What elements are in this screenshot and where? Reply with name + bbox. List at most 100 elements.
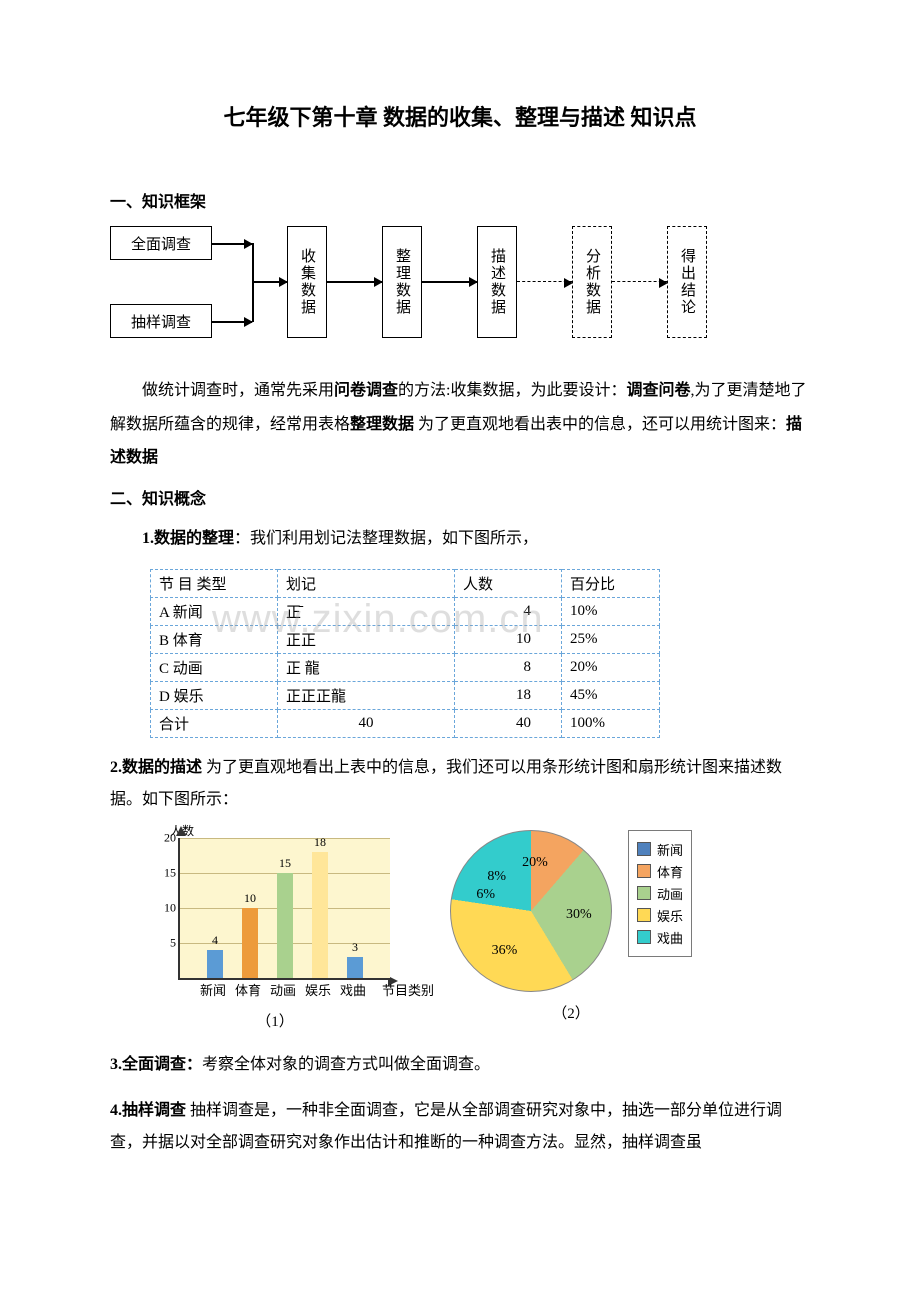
table-row: 合计4040100%: [151, 709, 660, 737]
legend-item: 体育: [637, 862, 683, 881]
bar: [347, 957, 363, 978]
pie-slice-label: 6%: [476, 887, 495, 903]
flow-arrow: [517, 281, 572, 282]
bar-value-label: 15: [279, 856, 291, 871]
page-title: 七年级下第十章 数据的收集、整理与描述 知识点: [110, 100, 810, 132]
flow-label: 整理数据: [393, 248, 411, 316]
bar-value-label: 10: [244, 891, 256, 906]
table-header-row: 节 目 类型 划记 人数 百分比: [151, 569, 660, 597]
flow-box-describe: 描述数据: [477, 226, 517, 338]
pie-slice-label: 36%: [492, 943, 518, 959]
x-tick-label: 新闻: [200, 980, 226, 999]
concept-4-head: 4.抽样调查: [110, 1102, 186, 1119]
concept-3-tail: 考察全体对象的调查方式叫做全面调查。: [202, 1056, 490, 1073]
legend-label: 体育: [657, 862, 683, 881]
col-header: 百分比: [562, 569, 660, 597]
cell: 正正正⿓: [278, 681, 455, 709]
cell: B 体育: [151, 625, 278, 653]
flow-label: 收集数据: [298, 248, 316, 316]
flow-box-analyze: 分析数据: [572, 226, 612, 338]
table-row: C 动画正 ⿓820%: [151, 653, 660, 681]
concept-2-head: 2.数据的描述: [110, 759, 202, 776]
cell: 45%: [562, 681, 660, 709]
bar: [207, 950, 223, 978]
flow-box-sample-survey: 抽样调查: [110, 304, 212, 338]
tally-table: 节 目 类型 划记 人数 百分比 A 新闻正̄410% B 体育正正1025% …: [150, 569, 660, 738]
bar-chart: 人数 41015183 5101520新闻体育动画娱乐戏曲节目类别: [150, 830, 400, 1000]
legend-swatch-icon: [637, 864, 651, 878]
x-tick-label: 动画: [270, 980, 296, 999]
concept-3: 3.全面调查：考察全体对象的调查方式叫做全面调查。: [110, 1049, 810, 1081]
text: 调查问卷: [626, 382, 690, 399]
concept-2: 2.数据的描述 为了更直观地看出上表中的信息，我们还可以用条形统计图和扇形统计图…: [110, 752, 810, 816]
y-tick-label: 5: [170, 935, 176, 950]
gridline: [180, 838, 390, 839]
bar: [242, 908, 258, 978]
tally-table-container: www.zixin.com.cn 节 目 类型 划记 人数 百分比 A 新闻正̄…: [150, 569, 810, 738]
intro-paragraph: 做统计调查时，通常先采用问卷调查的方法:收集数据，为此要设计：调查问卷,为了更清…: [110, 374, 810, 475]
y-tick-label: 20: [164, 830, 176, 845]
pie-chart-caption: （2）: [450, 1002, 692, 1023]
cell: 正正: [278, 625, 455, 653]
cell: 10: [455, 625, 562, 653]
cell: 40: [278, 709, 455, 737]
x-axis-label: 节目类别: [382, 980, 434, 999]
bar-value-label: 3: [352, 940, 358, 955]
table-row: A 新闻正̄410%: [151, 597, 660, 625]
cell: 20%: [562, 653, 660, 681]
concept-3-head: 3.全面调查：: [110, 1056, 202, 1073]
flow-box-conclude: 得出结论: [667, 226, 707, 338]
cell: 10%: [562, 597, 660, 625]
legend-item: 戏曲: [637, 928, 683, 947]
cell: 18: [455, 681, 562, 709]
bar-value-label: 18: [314, 835, 326, 850]
cell: 25%: [562, 625, 660, 653]
bar: [312, 852, 328, 978]
flow-arrow: [212, 321, 252, 323]
pie-slice-label: 20%: [522, 855, 548, 871]
flow-label: 抽样调查: [127, 309, 195, 334]
charts-row: 人数 41015183 5101520新闻体育动画娱乐戏曲节目类别 （1） 8%…: [150, 830, 810, 1031]
flow-arrow: [212, 243, 252, 245]
cell: C 动画: [151, 653, 278, 681]
y-tick-label: 10: [164, 900, 176, 915]
flow-box-full-survey: 全面调查: [110, 226, 212, 260]
legend-item: 娱乐: [637, 906, 683, 925]
concept-1-tail: ：我们利用划记法整理数据，如下图所示，: [234, 530, 538, 547]
text: 做统计调查时，通常先采用: [142, 382, 334, 399]
pie-slice-label: 8%: [487, 869, 506, 885]
concept-4-tail: 抽样调查是，一种非全面调查，它是从全部调查研究对象中，抽选一部分单位进行调查，并…: [110, 1102, 782, 1151]
pie-chart-block: 8%20%30%36%6% 新闻体育动画娱乐戏曲 （2）: [450, 830, 692, 1023]
concept-1: 1.数据的整理：我们利用划记法整理数据，如下图所示，: [110, 523, 810, 555]
knowledge-flowchart: 全面调查 抽样调查 收集数据 整理数据 描述数据 分析数据 得出结论: [110, 226, 810, 346]
col-header: 节 目 类型: [151, 569, 278, 597]
legend-swatch-icon: [637, 908, 651, 922]
flow-arrow: [327, 281, 382, 283]
pie-legend: 新闻体育动画娱乐戏曲: [628, 830, 692, 957]
legend-swatch-icon: [637, 930, 651, 944]
legend-item: 新闻: [637, 840, 683, 859]
legend-label: 新闻: [657, 840, 683, 859]
section-1-heading: 一、知识框架: [110, 188, 810, 212]
legend-label: 娱乐: [657, 906, 683, 925]
cell: 合计: [151, 709, 278, 737]
x-tick-label: 戏曲: [340, 980, 366, 999]
flow-label: 全面调查: [127, 231, 195, 256]
y-tick-label: 15: [164, 865, 176, 880]
flow-arrow: [612, 281, 667, 282]
col-header: 人数: [455, 569, 562, 597]
text: 的方法:收集数据，为此要设计：: [398, 382, 626, 399]
flow-box-sort: 整理数据: [382, 226, 422, 338]
bar-chart-block: 人数 41015183 5101520新闻体育动画娱乐戏曲节目类别 （1）: [150, 830, 400, 1031]
flow-label: 分析数据: [583, 248, 601, 316]
x-tick-label: 体育: [235, 980, 261, 999]
cell: 40: [455, 709, 562, 737]
legend-swatch-icon: [637, 886, 651, 900]
concept-2-tail: 为了更直观地看出上表中的信息，我们还可以用条形统计图和扇形统计图来描述数据。如下…: [110, 759, 782, 808]
legend-label: 戏曲: [657, 928, 683, 947]
bar: [277, 873, 293, 978]
cell: 8: [455, 653, 562, 681]
section-2-heading: 二、知识概念: [110, 485, 810, 509]
cell: 正̄: [278, 597, 455, 625]
flow-box-collect: 收集数据: [287, 226, 327, 338]
